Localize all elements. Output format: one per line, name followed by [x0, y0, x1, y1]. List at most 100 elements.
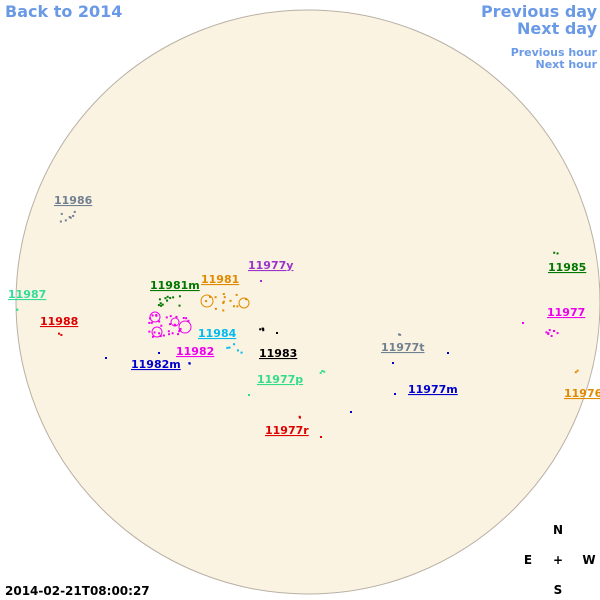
sunspot: [232, 305, 235, 308]
sunspot: [151, 335, 154, 338]
sunspot-ring: [170, 317, 180, 327]
sunspot: [262, 329, 265, 332]
sunspot: [172, 296, 175, 299]
compass-east: E: [524, 553, 532, 567]
sunspot: [185, 317, 188, 320]
next-day-link[interactable]: Next day: [517, 19, 598, 38]
sunspot: [188, 362, 191, 365]
sunspot: [399, 333, 402, 336]
solar-disk: [15, 9, 600, 595]
sunspot: [161, 303, 164, 306]
sunspot: [550, 334, 553, 337]
sunspot: [553, 330, 556, 333]
region-label[interactable]: 11981: [201, 273, 239, 286]
region-label[interactable]: 11976: [564, 387, 600, 400]
sunspot: [576, 369, 579, 372]
sunspot: [320, 436, 322, 438]
sunspot: [160, 304, 163, 307]
sunspot: [222, 309, 225, 312]
region-label[interactable]: 11982: [176, 345, 214, 358]
compass-center: +: [553, 553, 563, 567]
sunspot: [105, 357, 107, 359]
sunspot: [173, 324, 176, 327]
sunspot: [169, 323, 172, 326]
back-link[interactable]: Back to 2014: [5, 2, 122, 21]
sunspot: [168, 333, 171, 336]
sunspot: [235, 293, 238, 296]
region-label[interactable]: 11985: [548, 261, 586, 274]
region-label[interactable]: 11977m: [408, 383, 458, 396]
sunspot: [178, 304, 181, 307]
sunspot: [208, 295, 211, 298]
sunspot: [222, 301, 225, 304]
region-label[interactable]: 11977t: [381, 341, 425, 354]
sunspot: [59, 220, 62, 223]
region-label[interactable]: 11977: [547, 306, 585, 319]
region-label[interactable]: 11983: [259, 347, 297, 360]
sunspot: [179, 328, 182, 331]
sunspot: [167, 330, 170, 333]
sunspot: [276, 332, 278, 334]
region-label[interactable]: 11977p: [257, 373, 303, 386]
region-label[interactable]: 11986: [54, 194, 93, 207]
sunspot: [68, 216, 71, 219]
region-label[interactable]: 11982m: [131, 358, 181, 371]
sunspot: [226, 346, 229, 349]
compass-north: N: [553, 523, 563, 537]
region-label[interactable]: 11981m: [150, 279, 200, 292]
sunspot: [229, 299, 232, 302]
sunspot: [160, 324, 163, 327]
next-hour-link[interactable]: Next hour: [536, 58, 598, 71]
region-label[interactable]: 11988: [40, 315, 78, 328]
sunspot: [148, 321, 151, 324]
sunspot: [553, 251, 556, 254]
sunspot-ring: [149, 311, 161, 323]
sunspot-ring: [238, 297, 250, 309]
sunspot: [58, 332, 61, 335]
sunspot: [69, 216, 72, 219]
sunspot: [182, 317, 185, 320]
sunspot: [151, 314, 154, 317]
sunspot: [164, 297, 167, 300]
previous-day-link[interactable]: Previous day: [481, 2, 598, 21]
sunspot: [240, 351, 243, 354]
timestamp: 2014-02-21T08:00:27: [5, 584, 150, 598]
sunspot: [166, 295, 169, 298]
previous-hour-link[interactable]: Previous hour: [511, 46, 598, 59]
sunspot: [574, 371, 577, 374]
sunspot: [214, 307, 217, 310]
sunspot: [321, 369, 324, 372]
region-label[interactable]: 11987: [8, 288, 46, 301]
sunspot: [73, 210, 76, 213]
sunspot: [150, 321, 153, 324]
sunspot: [148, 330, 151, 333]
region-label[interactable]: 11984: [198, 327, 237, 340]
region-label[interactable]: 11977y: [248, 259, 293, 272]
region-label[interactable]: 11977r: [265, 424, 309, 437]
sunspot: [236, 349, 239, 352]
sunspot: [157, 304, 160, 307]
sunspot: [236, 305, 239, 308]
sunspot: [548, 329, 551, 332]
sunspot: [350, 411, 352, 413]
sunspot: [222, 292, 225, 295]
sunspot: [159, 335, 162, 338]
sunspot: [158, 320, 161, 323]
sunspot: [545, 331, 548, 334]
sunspot: [153, 331, 156, 334]
sunspot: [228, 346, 231, 349]
sunspot: [60, 333, 63, 336]
sunspot: [522, 322, 524, 324]
sunspot: [64, 219, 67, 222]
sunspot: [175, 315, 178, 318]
sunspot: [556, 252, 559, 255]
sunspot: [169, 315, 172, 318]
sunspot: [397, 333, 400, 336]
sunspot: [214, 296, 217, 299]
sunspot: [177, 333, 180, 336]
sunspot: [60, 212, 63, 215]
sunspot: [556, 332, 559, 335]
sunspot: [259, 328, 262, 331]
sunspot: [178, 295, 181, 298]
